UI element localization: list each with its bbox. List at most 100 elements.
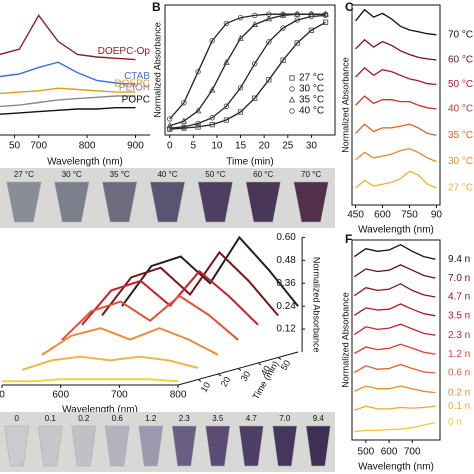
- z-tick-label: 30: [239, 369, 253, 383]
- spectrum-line: [0, 61, 136, 85]
- cuvette: [293, 181, 329, 223]
- series-label: 2.3 n: [448, 330, 470, 341]
- cuvette-label: 0.6: [112, 414, 124, 423]
- spectrum-line: [353, 343, 436, 355]
- z-tick: [197, 379, 202, 382]
- cuvette-label: 0.1: [45, 414, 57, 423]
- cuvette-label: 4.7: [246, 414, 258, 423]
- series-label: CTAB: [124, 71, 150, 82]
- x-tick-label: 700: [111, 390, 128, 401]
- z-tick-label: 40: [259, 364, 273, 378]
- spectrum-line: [353, 283, 436, 298]
- series-label: 35 °C: [448, 130, 473, 141]
- data-point: [266, 39, 272, 45]
- legend-marker: [289, 108, 295, 114]
- cuvette: [149, 181, 186, 223]
- data-point: [195, 120, 201, 127]
- series-label: DOEPC-Op: [98, 46, 151, 57]
- data-point: [223, 58, 230, 65]
- data-point: [208, 86, 216, 93]
- cuvette: [238, 425, 264, 467]
- z-tick: [237, 368, 242, 371]
- series-label: 0.1 n: [448, 401, 470, 412]
- spectrum-line: [353, 303, 436, 317]
- data-point: [279, 11, 287, 18]
- data-point: [237, 109, 244, 115]
- spectrum-line: [81, 269, 259, 326]
- cuvette-label: 7.0: [279, 414, 291, 423]
- data-point: [294, 40, 300, 46]
- x-tick-label: 500: [358, 447, 375, 458]
- cuvette: [54, 181, 90, 223]
- cuvette: [205, 425, 231, 467]
- spectrum-line: [61, 294, 239, 341]
- data-point: [266, 11, 272, 17]
- series-label: 1.2 n: [448, 349, 470, 360]
- spectrum-line: [355, 8, 437, 36]
- spectrum-line: [353, 243, 436, 260]
- cuvette-label: 27 °C: [14, 170, 34, 179]
- data-point: [266, 77, 272, 83]
- spectrum-line: [355, 67, 437, 86]
- y-axis-title: Normalized Absorbance: [340, 57, 350, 153]
- series-label: 9.4 n: [448, 254, 470, 265]
- series-label: 60 °C: [448, 55, 473, 66]
- cuvette-label: 40 °C: [157, 170, 177, 179]
- x-axis-title: Wavelength (nm): [47, 157, 123, 168]
- x-axis-title: Wavelength (nm): [62, 405, 138, 416]
- cuvette-label: 1.2: [145, 414, 157, 423]
- data-point: [194, 107, 202, 114]
- data-point: [280, 11, 286, 17]
- spectrum-line: [355, 123, 437, 136]
- spectrum-line: [353, 323, 436, 336]
- z-tick: [277, 357, 282, 360]
- spectrum-line: [0, 107, 136, 115]
- spectrum-line: [355, 170, 437, 189]
- cuvette-label: 9.4: [313, 414, 325, 423]
- spectrum-line: [355, 148, 437, 163]
- cuvette-label: 30 °C: [62, 170, 82, 179]
- legend-marker: [288, 96, 296, 103]
- data-point: [308, 11, 315, 17]
- cuvette-label: 35 °C: [110, 170, 130, 179]
- series-label: 7.0 n: [448, 273, 470, 284]
- data-point: [209, 122, 215, 128]
- spectrum-line: [355, 95, 437, 110]
- cuvette: [37, 425, 63, 467]
- x-tick-label: 20: [259, 141, 271, 152]
- x-tick-label: 750: [401, 210, 418, 221]
- data-point: [167, 116, 173, 122]
- z-tick-label: 50: [279, 358, 293, 372]
- x-axis-title: Time (min): [226, 157, 273, 168]
- spectrum-line: [355, 38, 437, 61]
- cuvette-label: 2.3: [179, 414, 191, 423]
- spectrum-line: [101, 250, 279, 317]
- spectrum-line: [121, 235, 299, 307]
- data-point: [166, 122, 173, 129]
- x-tick-label: 600: [52, 390, 69, 401]
- x-tick-label: 25: [282, 141, 294, 152]
- spectrum-line: [0, 95, 136, 108]
- data-point: [280, 57, 286, 63]
- data-point: [195, 124, 201, 130]
- panel-letter: B: [152, 0, 161, 14]
- spectrum-line: [353, 363, 436, 374]
- series-label: 4.7 n: [448, 292, 470, 303]
- cuvette: [102, 181, 138, 223]
- cuvette: [138, 425, 164, 467]
- spectrum-line: [21, 355, 199, 371]
- cuvette: [305, 425, 331, 467]
- x-tick-label: 450: [347, 210, 364, 221]
- x-tick-label: 0: [0, 390, 5, 401]
- spectrum-line: [0, 14, 136, 61]
- cuvette: [245, 181, 281, 223]
- legend-label: 40 °C: [299, 106, 324, 117]
- panel-letter: F: [345, 232, 352, 246]
- data-point: [237, 85, 244, 91]
- series-label: 0 n: [448, 417, 462, 428]
- y-tick-label: 0.60: [276, 232, 296, 243]
- data-point: [322, 19, 329, 25]
- data-point: [223, 20, 230, 27]
- spectrum-line: [354, 421, 436, 433]
- y-tick-label: 0.24: [276, 301, 296, 312]
